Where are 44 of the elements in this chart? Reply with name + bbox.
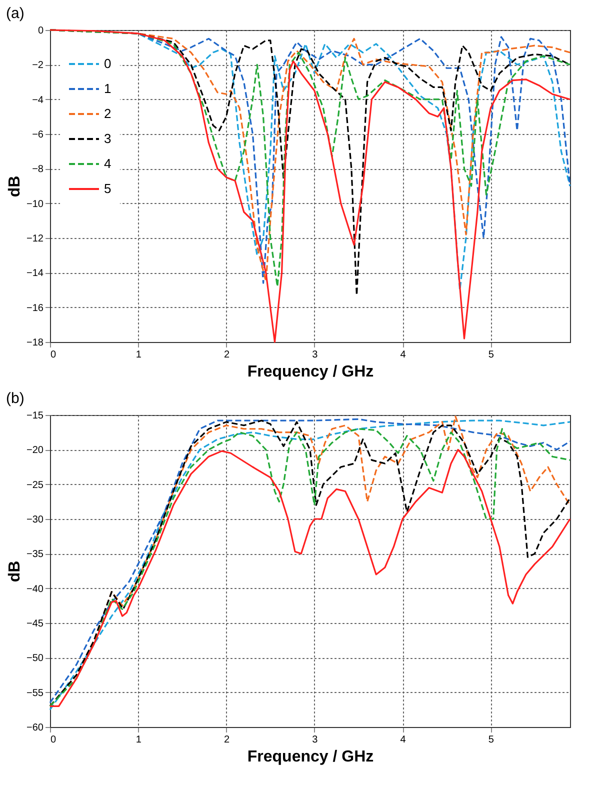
chart-title: (b) xyxy=(6,390,24,407)
y-tick-label: −40 xyxy=(26,584,44,595)
y-tick-label: −15 xyxy=(26,410,44,422)
y-tick-label: −55 xyxy=(26,688,44,699)
x-tick-label: 5 xyxy=(488,350,494,360)
x-tick-label: 3 xyxy=(312,350,318,360)
y-axis-title: dB xyxy=(6,560,24,582)
y-tick-label: 0 xyxy=(38,26,44,36)
legend-label: 5 xyxy=(104,181,112,196)
y-tick-label: −4 xyxy=(32,94,44,106)
y-tick-label: −50 xyxy=(26,653,44,664)
x-axis-title: Frequency / GHz xyxy=(247,748,374,766)
legend-label: 4 xyxy=(104,156,112,171)
x-tick-label: 2 xyxy=(224,734,230,746)
y-tick-label: −18 xyxy=(26,338,44,348)
legend-label: 2 xyxy=(104,106,112,121)
x-tick-label: 1 xyxy=(136,350,142,360)
x-tick-label: 2 xyxy=(224,350,230,360)
y-tick-label: −60 xyxy=(26,722,44,734)
y-tick-label: −45 xyxy=(26,618,44,630)
y-tick-label: −8 xyxy=(32,164,44,176)
y-tick-label: −30 xyxy=(26,514,44,526)
y-tick-label: −2 xyxy=(32,60,44,72)
y-tick-label: −12 xyxy=(26,234,44,244)
legend-label: 1 xyxy=(104,81,112,96)
x-axis-title: Frequency / GHz xyxy=(247,364,374,380)
x-tick-label: 0 xyxy=(50,734,56,746)
chart-title: (a) xyxy=(6,5,24,22)
x-tick-label: 4 xyxy=(400,350,406,360)
y-tick-label: −14 xyxy=(26,268,44,280)
y-tick-label: −10 xyxy=(26,198,44,210)
x-tick-label: 1 xyxy=(136,734,142,746)
legend-label: 3 xyxy=(104,131,112,146)
x-tick-label: 3 xyxy=(312,734,318,746)
y-tick-label: −35 xyxy=(26,549,44,560)
legend-label: 0 xyxy=(104,56,112,71)
y-tick-label: −6 xyxy=(32,130,44,140)
x-tick-label: 4 xyxy=(400,734,406,746)
x-tick-label: 0 xyxy=(50,350,56,360)
y-tick-label: −20 xyxy=(26,445,44,456)
y-tick-label: −25 xyxy=(26,480,44,491)
x-tick-label: 5 xyxy=(488,734,494,746)
y-axis-title: dB xyxy=(6,176,24,198)
y-tick-label: −16 xyxy=(26,302,44,314)
